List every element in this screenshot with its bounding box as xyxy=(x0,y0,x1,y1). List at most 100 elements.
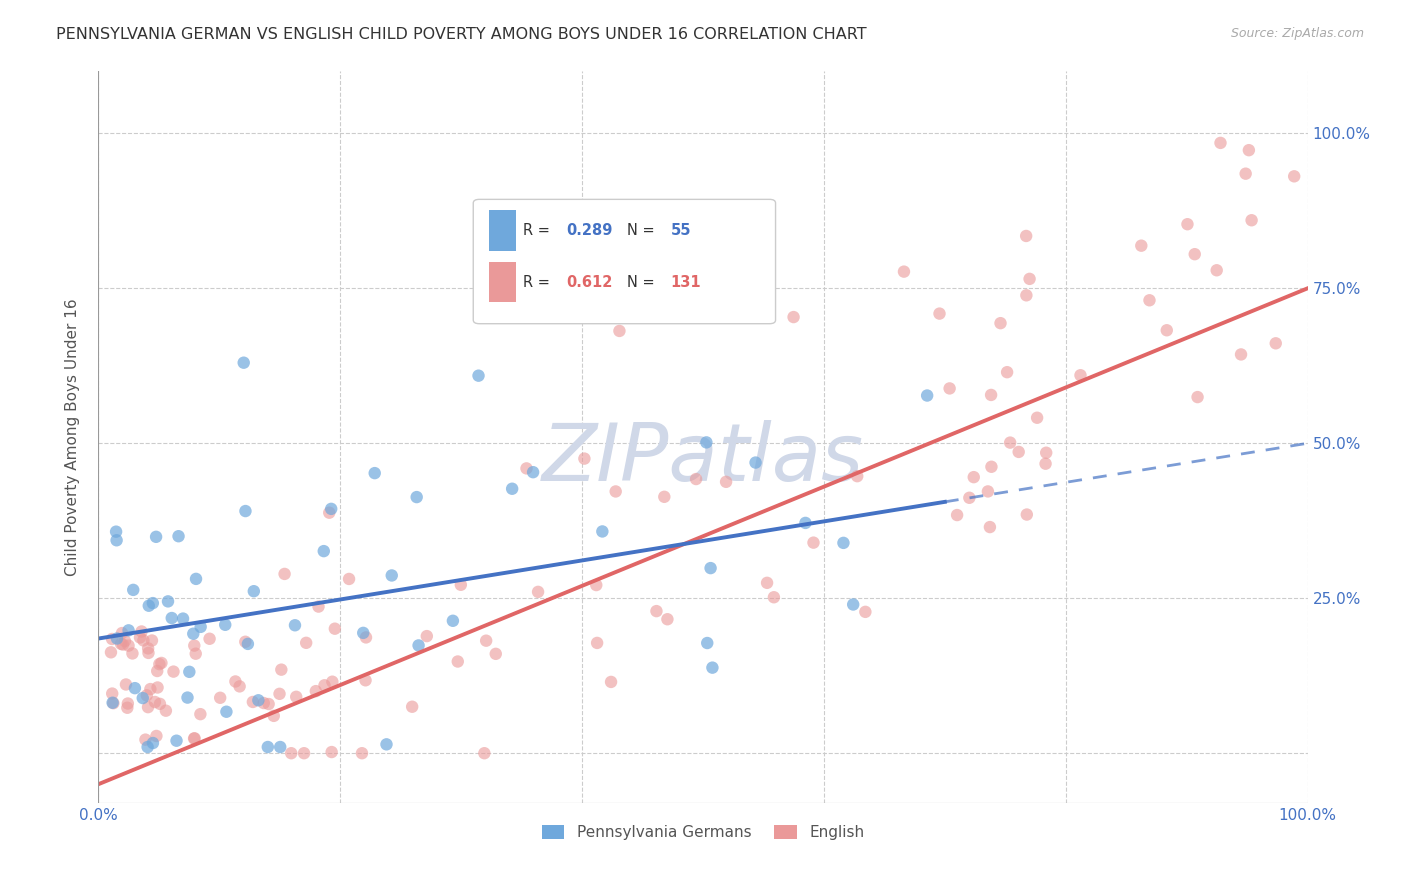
Point xyxy=(1184,247,1206,261)
Point xyxy=(645,604,668,618)
Text: N =: N = xyxy=(627,275,659,290)
Point xyxy=(121,647,143,661)
Point xyxy=(441,614,464,628)
Point xyxy=(172,611,194,625)
Point xyxy=(938,381,960,395)
Point xyxy=(980,459,1002,474)
Text: PENNSYLVANIA GERMAN VS ENGLISH CHILD POVERTY AMONG BOYS UNDER 16 CORRELATION CHA: PENNSYLVANIA GERMAN VS ENGLISH CHILD POV… xyxy=(56,27,868,42)
FancyBboxPatch shape xyxy=(489,261,516,301)
Point xyxy=(179,665,201,679)
Point xyxy=(401,699,423,714)
Point xyxy=(321,501,343,516)
Point xyxy=(132,691,155,706)
Point xyxy=(447,655,470,669)
Point xyxy=(117,624,139,638)
Point xyxy=(990,316,1012,330)
Point xyxy=(117,700,139,714)
Point xyxy=(354,673,377,688)
Point xyxy=(979,520,1001,534)
Point xyxy=(408,639,430,653)
Point xyxy=(957,491,980,505)
Point xyxy=(314,678,336,692)
Legend: Pennsylvania Germans, English: Pennsylvania Germans, English xyxy=(536,819,870,847)
Point xyxy=(228,679,250,693)
Point xyxy=(149,697,172,711)
Point xyxy=(744,456,766,470)
Point xyxy=(232,356,254,370)
Point xyxy=(269,739,291,754)
Point xyxy=(308,599,330,614)
Point xyxy=(1015,229,1038,244)
Text: 0.289: 0.289 xyxy=(567,223,613,238)
Point xyxy=(103,696,125,710)
Point xyxy=(280,746,302,760)
Point xyxy=(631,235,654,249)
Point xyxy=(190,620,212,634)
Point xyxy=(215,705,238,719)
Point xyxy=(183,639,205,653)
Point xyxy=(585,578,607,592)
Point xyxy=(321,674,343,689)
Point xyxy=(714,475,737,489)
Point xyxy=(263,709,285,723)
Point xyxy=(467,368,489,383)
Point xyxy=(131,624,153,639)
Point xyxy=(295,636,318,650)
Point xyxy=(980,388,1002,402)
Point xyxy=(273,566,295,581)
Point xyxy=(609,324,631,338)
Point xyxy=(485,647,508,661)
Point xyxy=(167,529,190,543)
Point xyxy=(1264,336,1286,351)
Point xyxy=(893,265,915,279)
Point xyxy=(139,682,162,697)
Point xyxy=(846,469,869,483)
Point xyxy=(101,632,124,646)
Text: N =: N = xyxy=(627,223,659,238)
Point xyxy=(136,739,159,754)
Point xyxy=(105,632,128,646)
Point xyxy=(183,731,205,746)
Point xyxy=(600,674,623,689)
Point xyxy=(1209,136,1232,150)
Point xyxy=(1237,143,1260,157)
Point xyxy=(1187,390,1209,404)
Point xyxy=(853,605,876,619)
Point xyxy=(591,524,613,539)
Point xyxy=(111,638,134,652)
Point xyxy=(105,524,128,539)
Point xyxy=(150,656,173,670)
Point xyxy=(285,690,308,704)
Text: 55: 55 xyxy=(671,223,690,238)
Point xyxy=(256,739,278,754)
Text: 131: 131 xyxy=(671,275,702,290)
Point xyxy=(318,506,340,520)
Point xyxy=(652,490,675,504)
Point xyxy=(354,631,377,645)
Point xyxy=(181,626,204,640)
Point xyxy=(572,273,595,287)
Point xyxy=(124,681,146,695)
Point xyxy=(1177,217,1199,231)
Point xyxy=(605,484,627,499)
Point xyxy=(475,633,498,648)
Point xyxy=(350,746,373,760)
Point xyxy=(136,700,159,714)
Point xyxy=(134,732,156,747)
Point xyxy=(122,582,145,597)
Point xyxy=(1139,293,1161,308)
Point xyxy=(142,736,165,750)
Point xyxy=(842,598,865,612)
Point xyxy=(155,704,177,718)
Point xyxy=(166,733,188,747)
Point xyxy=(105,533,128,548)
Point xyxy=(145,729,167,743)
Point xyxy=(416,629,439,643)
Point xyxy=(253,696,276,710)
Point xyxy=(762,591,785,605)
Point xyxy=(183,731,205,746)
Text: 0.612: 0.612 xyxy=(567,275,613,290)
Point xyxy=(247,693,270,707)
Point xyxy=(1008,445,1031,459)
Point xyxy=(702,660,724,674)
